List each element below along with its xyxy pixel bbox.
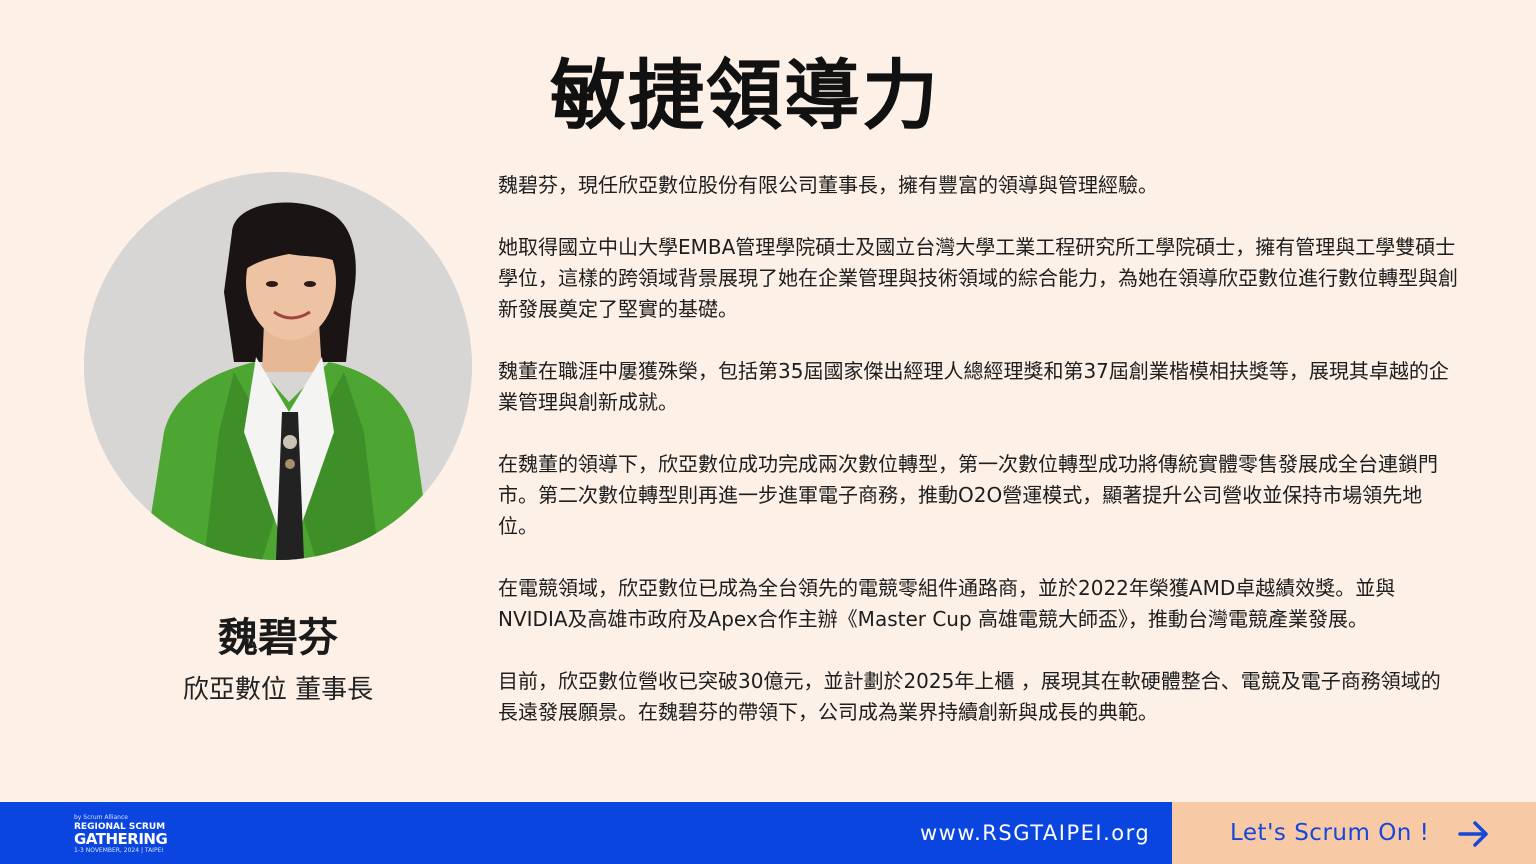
- speaker-name: 魏碧芬: [218, 615, 338, 661]
- logo-byline: by Scrum Alliance: [74, 814, 128, 821]
- cta-label: Let's Scrum On !: [1230, 820, 1430, 846]
- website-link[interactable]: www.RSGTAIPEI.org: [920, 821, 1151, 845]
- arrow-right-icon: [1458, 821, 1488, 847]
- bio-paragraph: 魏董在職涯中屢獲殊榮，包括第35屆國家傑出經理人總經理獎和第37屆創業楷模相扶獎…: [498, 359, 1449, 414]
- logo-subtitle: REGIONAL SCRUM: [74, 822, 166, 832]
- lets-scrum-on-button[interactable]: Let's Scrum On !: [1172, 802, 1536, 864]
- bio-paragraph: 她取得國立中山大學EMBA管理學院碩士及國立台灣大學工業工程研究所工學院碩士，擁…: [498, 235, 1458, 321]
- speaker-role: 欣亞數位 董事長: [182, 675, 374, 705]
- bio-paragraph: 在魏董的領導下，欣亞數位成功完成兩次數位轉型，第一次數位轉型成功將傳統實體零售發…: [498, 452, 1438, 538]
- bio-text: 魏碧芬，現任欣亞數位股份有限公司董事長，擁有豐富的領導與管理經驗。 她取得國立中…: [498, 170, 1458, 759]
- page-title: 敏捷領導力: [550, 51, 940, 140]
- bio-paragraph: 在電競領域，欣亞數位已成為全台領先的電競零組件通路商，並於2022年榮獲AMD卓…: [498, 576, 1396, 631]
- logo-date: 1-3 NOVEMBER, 2024 | TAIPEI: [74, 847, 164, 854]
- footer-bar: by Scrum Alliance REGIONAL SCRUM GATHERI…: [0, 802, 1536, 864]
- bio-paragraph: 魏碧芬，現任欣亞數位股份有限公司董事長，擁有豐富的領導與管理經驗。: [498, 173, 1158, 197]
- speaker-photo: [84, 172, 472, 560]
- rsg-logo: by Scrum Alliance REGIONAL SCRUM GATHERI…: [74, 814, 184, 855]
- bio-paragraph: 目前，欣亞數位營收已突破30億元，並計劃於2025年上櫃 ，展現其在軟硬體整合、…: [498, 669, 1441, 724]
- logo-title: GATHERING: [74, 830, 168, 848]
- speaker-portrait-image: [84, 172, 472, 560]
